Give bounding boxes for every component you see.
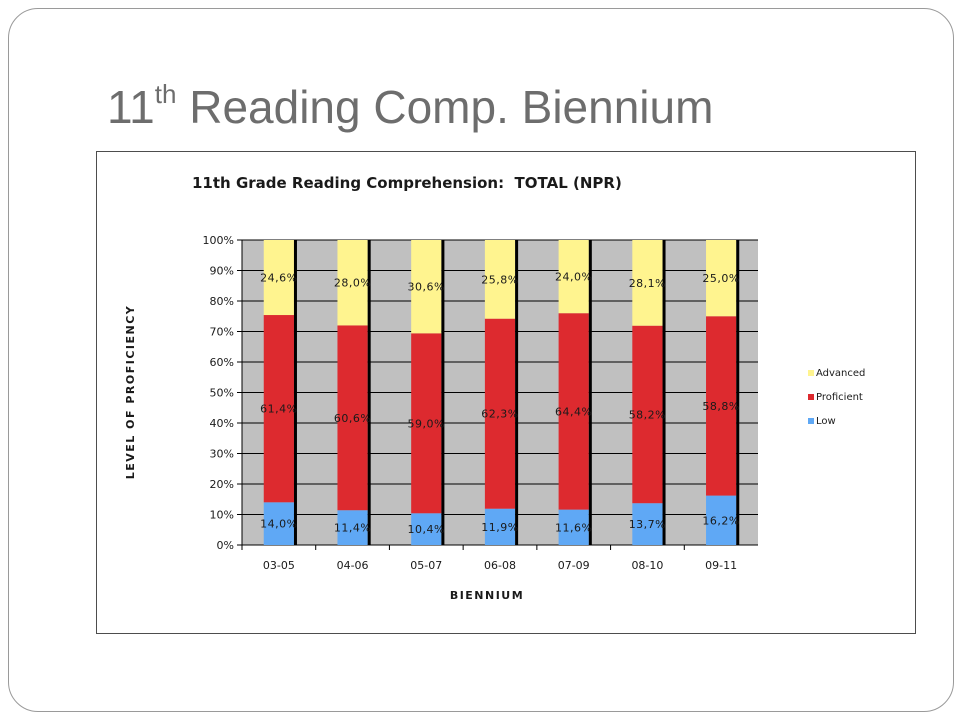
bar-advanced <box>558 240 589 314</box>
bar-shadow <box>736 240 740 545</box>
bar-proficient <box>558 313 589 510</box>
data-label-low: 14,0% <box>260 518 297 531</box>
data-label-advanced: 28,1% <box>629 277 666 290</box>
data-label-low: 10,4% <box>408 523 445 536</box>
y-tick-label: 60% <box>210 356 234 369</box>
x-axis-label: BIENNIUM <box>450 589 524 602</box>
legend-swatch-advanced <box>808 370 814 376</box>
y-tick-label: 40% <box>210 417 234 430</box>
data-label-proficient: 64,4% <box>555 405 592 418</box>
legend-label-advanced: Advanced <box>816 368 865 379</box>
legend-swatch-proficient <box>808 394 814 400</box>
data-label-proficient: 62,3% <box>481 408 518 421</box>
bar-advanced <box>632 240 663 326</box>
bar-proficient <box>484 318 516 509</box>
bar-low <box>558 509 589 545</box>
chart-title: 11th Grade Reading Comprehension: TOTAL … <box>192 174 622 192</box>
data-label-advanced: 24,0% <box>555 271 592 284</box>
bar-proficient <box>411 333 442 514</box>
y-tick-label: 70% <box>210 326 234 339</box>
bar-shadow <box>293 240 297 545</box>
legend-swatch-low <box>808 418 814 424</box>
bar-proficient <box>263 315 294 503</box>
data-label-low: 11,4% <box>334 522 371 535</box>
y-tick-label: 10% <box>210 509 234 522</box>
x-tick-label: 05-07 <box>410 559 442 572</box>
x-tick-label: 06-08 <box>484 559 516 572</box>
bar-advanced <box>263 240 294 316</box>
x-tick-label: 08-10 <box>631 559 663 572</box>
slide-title-superscript: th <box>154 78 177 109</box>
bar-low <box>632 503 663 545</box>
bar-proficient <box>337 325 368 511</box>
data-label-low: 11,6% <box>555 521 592 534</box>
data-label-advanced: 25,8% <box>481 273 518 286</box>
y-tick-label: 80% <box>210 295 234 308</box>
data-label-proficient: 59,0% <box>408 417 445 430</box>
data-label-low: 13,7% <box>629 518 666 531</box>
x-tick-label: 07-09 <box>558 559 590 572</box>
legend: Advanced Proficient Low <box>808 368 865 427</box>
x-tick-label: 04-06 <box>337 559 369 572</box>
bar-advanced <box>411 240 442 334</box>
x-tick-label: 03-05 <box>263 559 295 572</box>
y-axis-label: LEVEL OF PROFICIENCY <box>124 305 137 480</box>
data-label-proficient: 61,4% <box>260 403 297 416</box>
chart-container: 11th Grade Reading Comprehension: TOTAL … <box>96 151 916 634</box>
data-label-low: 11,9% <box>481 521 518 534</box>
bar-advanced <box>484 240 516 319</box>
bar-low <box>706 495 737 545</box>
data-label-proficient: 60,6% <box>334 412 371 425</box>
bar-low <box>411 513 442 545</box>
bar-shadow <box>367 240 371 545</box>
data-label-advanced: 28,0% <box>334 277 371 290</box>
data-label-advanced: 25,0% <box>702 272 739 285</box>
y-tick-label: 90% <box>210 265 234 278</box>
y-tick-label: 0% <box>217 539 234 552</box>
data-label-proficient: 58,2% <box>629 408 666 421</box>
bar-shadow <box>588 240 592 545</box>
slide-title-main: 11 <box>107 81 155 133</box>
y-tick-label: 50% <box>210 387 234 400</box>
x-tick-label: 09-11 <box>705 559 737 572</box>
bar-advanced <box>706 240 737 317</box>
bar-low <box>337 510 368 545</box>
y-tick-label: 30% <box>210 448 234 461</box>
legend-label-low: Low <box>816 416 836 427</box>
y-tick-label: 100% <box>203 234 234 247</box>
data-label-advanced: 24,6% <box>260 272 297 285</box>
bar-low <box>263 502 294 545</box>
bar-proficient <box>706 316 737 496</box>
slide-title: 11th Reading Comp. Biennium <box>107 78 714 135</box>
bar-advanced <box>337 240 368 326</box>
slide-title-rest: Reading Comp. Biennium <box>176 81 714 133</box>
stacked-bar-chart: 11th Grade Reading Comprehension: TOTAL … <box>124 174 865 602</box>
bar-shadow <box>515 240 519 545</box>
bar-low <box>484 508 516 545</box>
data-label-advanced: 30,6% <box>408 281 445 294</box>
legend-label-proficient: Proficient <box>816 392 863 403</box>
bar-proficient <box>632 325 663 504</box>
bar-shadow <box>662 240 666 545</box>
y-tick-label: 20% <box>210 478 234 491</box>
bar-shadow <box>441 240 445 545</box>
data-label-proficient: 58,8% <box>702 400 739 413</box>
data-label-low: 16,2% <box>702 514 739 527</box>
